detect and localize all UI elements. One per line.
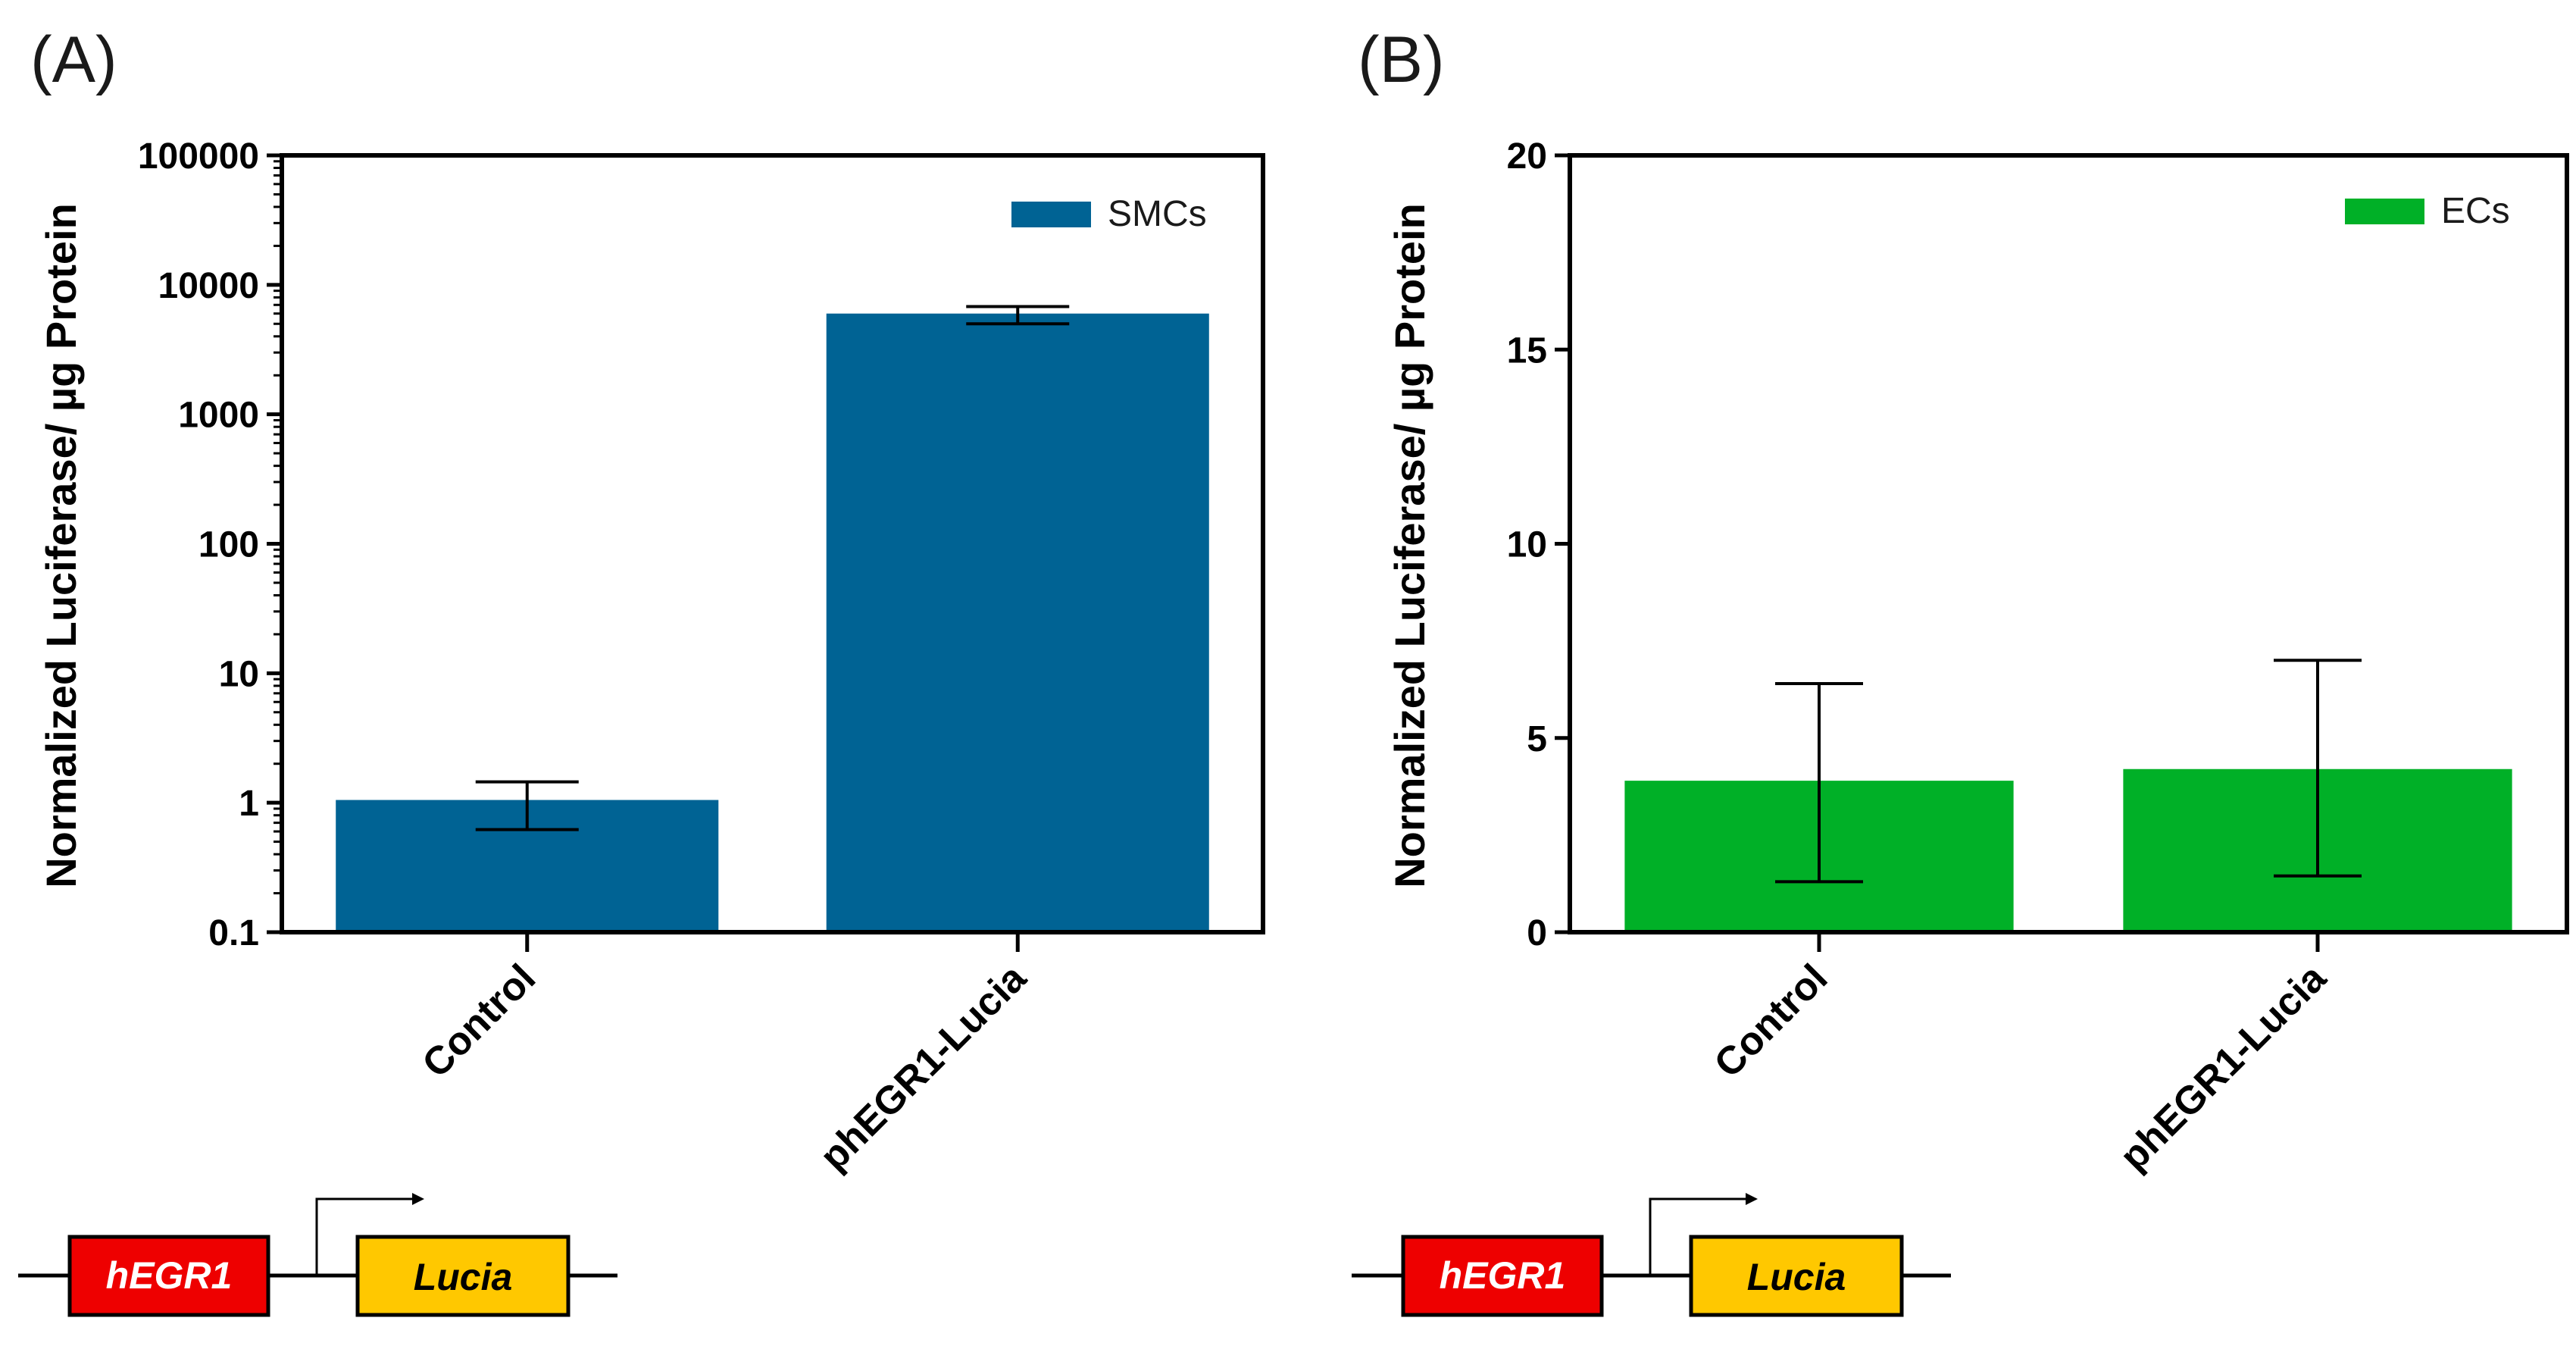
legend-label-ecs: ECs — [2441, 191, 2510, 231]
construct-diagram-b: hEGR1 Lucia — [1352, 1193, 1951, 1317]
panel-a: (A) Normalized Luciferase/ µg Protein Co… — [18, 23, 1265, 1317]
promoter-label-a: hEGR1 — [106, 1254, 233, 1297]
promoter-box-a — [67, 1235, 270, 1317]
legend-swatch-ecs — [2345, 199, 2424, 224]
promoter-label-b: hEGR1 — [1440, 1254, 1566, 1297]
reporter-label-b: Lucia — [1747, 1256, 1846, 1298]
promoter-box-b — [1401, 1235, 1604, 1317]
panel-label-b: (B) — [1358, 23, 1445, 96]
transcription-start-arrow-a — [315, 1197, 415, 1276]
legend-label-smcs: SMCs — [1108, 194, 1207, 234]
construct-diagram-a: hEGR1 Lucia — [18, 1193, 617, 1317]
y-tick-label: 100000 — [138, 136, 259, 177]
error-bar-a-1 — [966, 305, 1070, 326]
reporter-label-a: Lucia — [414, 1256, 513, 1298]
y-tick-label: 10 — [1507, 525, 1547, 565]
x-tick-label: Control — [414, 956, 545, 1086]
arrow-head-a — [412, 1193, 424, 1205]
transcription-start-arrow-b — [1649, 1197, 1749, 1276]
panel-label-a: (A) — [30, 23, 117, 96]
y-tick-label: 0 — [1527, 913, 1547, 953]
plot-frame — [1568, 153, 2569, 934]
y-tick-label: 100 — [199, 525, 259, 565]
y-tick-label: 10 — [219, 654, 259, 694]
y-axis-label-a: Normalized Luciferase/ µg Protein — [37, 203, 85, 888]
x-tick-label: phEGR1-Lucia — [2112, 956, 2335, 1179]
plot-area-a: Control phEGR1-Lucia 0.1 1 10 100 1000 10000 100… — [138, 136, 1265, 1179]
plot-frame — [280, 153, 1265, 934]
plot-area-b: Control phEGR1-Lucia 0 5 10 15 20 — [1507, 136, 2569, 1179]
error-bar-b-1 — [2274, 659, 2362, 878]
y-tick-label: 1000 — [178, 396, 259, 436]
y-tick-label: 1 — [239, 784, 259, 824]
y-tick-label: 0.1 — [208, 913, 259, 953]
error-bar-b-0 — [1775, 682, 1863, 884]
arrow-head-b — [1746, 1193, 1758, 1205]
y-axis-label-b: Normalized Luciferase/ µg Protein — [1386, 203, 1433, 888]
legend-b: ECs — [2345, 191, 2510, 231]
y-tick-label: 10000 — [158, 266, 259, 306]
reporter-box-a — [355, 1235, 571, 1317]
x-tick-label: phEGR1-Lucia — [811, 956, 1035, 1179]
legend-a: SMCs — [1011, 194, 1207, 234]
y-tick-label: 20 — [1507, 136, 1547, 177]
x-tick-label: Control — [1706, 956, 1837, 1086]
y-tick-label: 15 — [1507, 330, 1547, 371]
reporter-box-b — [1689, 1235, 1904, 1317]
bar-a-1 — [826, 313, 1209, 932]
error-bar-a-0 — [475, 780, 579, 831]
legend-swatch-smcs — [1011, 202, 1091, 227]
panel-b: (B) Normalized Luciferase/ µg Protein Co… — [1352, 23, 2569, 1317]
y-tick-label: 5 — [1527, 719, 1547, 759]
